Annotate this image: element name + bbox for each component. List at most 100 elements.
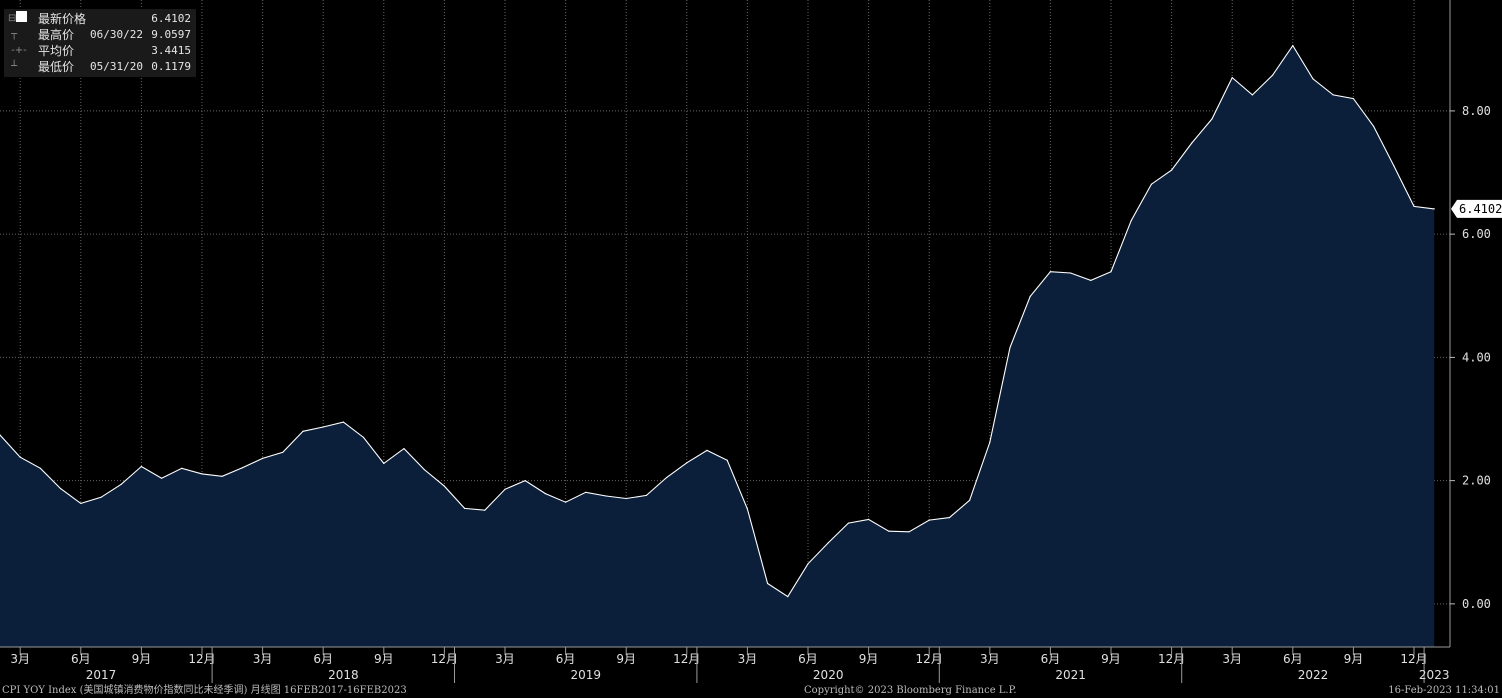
data-point <box>443 485 445 487</box>
last-value-badge <box>1451 199 1502 218</box>
data-point <box>948 517 951 519</box>
data-point <box>161 477 163 479</box>
legend-high-label: 最高价 <box>38 28 75 42</box>
legend-low-value: 0.1179 <box>151 60 191 73</box>
y-tick-label: 4.00 <box>1462 350 1491 364</box>
data-point <box>686 462 688 464</box>
avg-marker-icon: -+- <box>8 45 27 56</box>
data-point <box>1373 125 1375 127</box>
x-month-label: 9月 <box>616 652 636 666</box>
high-marker-icon: ┬ <box>8 29 18 40</box>
data-point <box>1070 272 1072 274</box>
x-month-label: 6月 <box>1283 652 1303 666</box>
series-layer <box>0 44 1435 648</box>
data-point <box>140 465 142 468</box>
data-point <box>888 530 890 532</box>
series-area <box>0 45 1435 648</box>
footer-index-info: CPI YOY Index (美国城镇消费物价指数同比未经季调) 月线图 16F… <box>2 685 407 696</box>
data-point <box>0 434 1 436</box>
data-point <box>1130 220 1132 222</box>
data-point <box>60 488 62 490</box>
x-year-label: 2020 <box>813 668 844 682</box>
x-month-label: 9月 <box>132 652 152 666</box>
data-point <box>403 448 405 450</box>
y-tick-label: 2.00 <box>1462 474 1491 488</box>
y-tick-label: 8.00 <box>1462 104 1491 118</box>
data-point <box>1393 165 1395 167</box>
data-point <box>423 468 425 471</box>
data-point <box>342 421 344 423</box>
data-point <box>989 441 991 443</box>
data-point <box>1292 45 1294 47</box>
data-point <box>807 563 809 565</box>
data-point <box>363 436 365 439</box>
legend-high-value: 9.0597 <box>151 28 191 41</box>
x-month-label: 6月 <box>313 652 333 666</box>
data-point <box>928 519 930 521</box>
data-point <box>565 501 567 503</box>
x-year-label: 2021 <box>1055 668 1086 682</box>
data-point <box>1272 74 1274 76</box>
series-line <box>0 44 1435 598</box>
x-year-label: 2022 <box>1298 668 1329 682</box>
data-point <box>1433 208 1435 210</box>
data-point <box>1049 271 1051 273</box>
data-point <box>302 430 304 432</box>
axis-layer: 0.00 2.00 4.00 6.00 8.00 6.4102 3月 6月 9月 12月 3月 6月 9… <box>0 0 1502 683</box>
data-point <box>39 467 42 469</box>
data-point <box>1110 271 1112 273</box>
x-month-label: 9月 <box>1101 652 1121 666</box>
data-point <box>1150 183 1152 185</box>
data-point <box>282 451 284 453</box>
x-month-label: 3月 <box>738 652 758 666</box>
x-month-label: 12月 <box>188 652 215 666</box>
data-point <box>726 459 728 461</box>
legend-latest-label: 最新价格 <box>38 12 87 26</box>
collapse-icon[interactable]: ⊟ <box>8 11 36 27</box>
data-point <box>80 502 82 504</box>
data-point <box>746 508 749 510</box>
x-month-label: 3月 <box>1222 652 1242 666</box>
data-point <box>484 509 486 511</box>
legend-latest-value: 6.4102 <box>151 12 191 25</box>
x-month-label: 12月 <box>1158 652 1185 666</box>
x-month-label: 3月 <box>495 652 515 666</box>
data-point <box>1352 98 1354 100</box>
data-point <box>120 483 122 485</box>
data-point <box>847 522 850 524</box>
x-year-label: 2019 <box>571 668 602 682</box>
legend-low-date: 05/31/20 <box>90 60 143 73</box>
legend-high: ┬ 最高价 06/30/22 9.0597 <box>4 27 196 43</box>
x-month-label: 6月 <box>556 652 576 666</box>
x-month-label: 9月 <box>1344 652 1364 666</box>
data-point <box>1413 205 1415 207</box>
data-point <box>605 495 607 497</box>
data-point <box>767 582 769 585</box>
data-point <box>625 497 627 500</box>
footer-copyright: Copyright© 2023 Bloomberg Finance L.P. <box>804 685 1017 696</box>
x-month-label: 3月 <box>253 652 273 666</box>
data-point <box>666 476 668 479</box>
data-point <box>201 473 203 475</box>
data-point <box>1211 118 1213 120</box>
legend-low-label: 最低价 <box>38 60 75 74</box>
data-point <box>383 462 385 464</box>
data-point <box>221 475 223 477</box>
legend-high-date: 06/30/22 <box>90 28 143 41</box>
x-month-label: 12月 <box>431 652 458 666</box>
footer-bar: CPI YOY Index (美国城镇消费物价指数同比未经季调) 月线图 16F… <box>0 683 1502 698</box>
legend-latest: ⊟ 最新价格 6.4102 <box>4 11 196 27</box>
data-point <box>827 542 829 544</box>
data-point <box>908 531 910 533</box>
x-year-label: 2018 <box>328 668 359 682</box>
x-month-label: 6月 <box>1041 652 1061 666</box>
legend-avg-label: 平均价 <box>38 44 75 58</box>
data-point <box>1231 77 1233 79</box>
data-point <box>1029 295 1031 297</box>
data-point <box>19 456 21 458</box>
data-point <box>1251 94 1253 96</box>
x-month-label: 12月 <box>673 652 700 666</box>
data-point <box>1090 279 1092 281</box>
data-point <box>645 494 648 496</box>
x-month-label: 9月 <box>374 652 394 666</box>
